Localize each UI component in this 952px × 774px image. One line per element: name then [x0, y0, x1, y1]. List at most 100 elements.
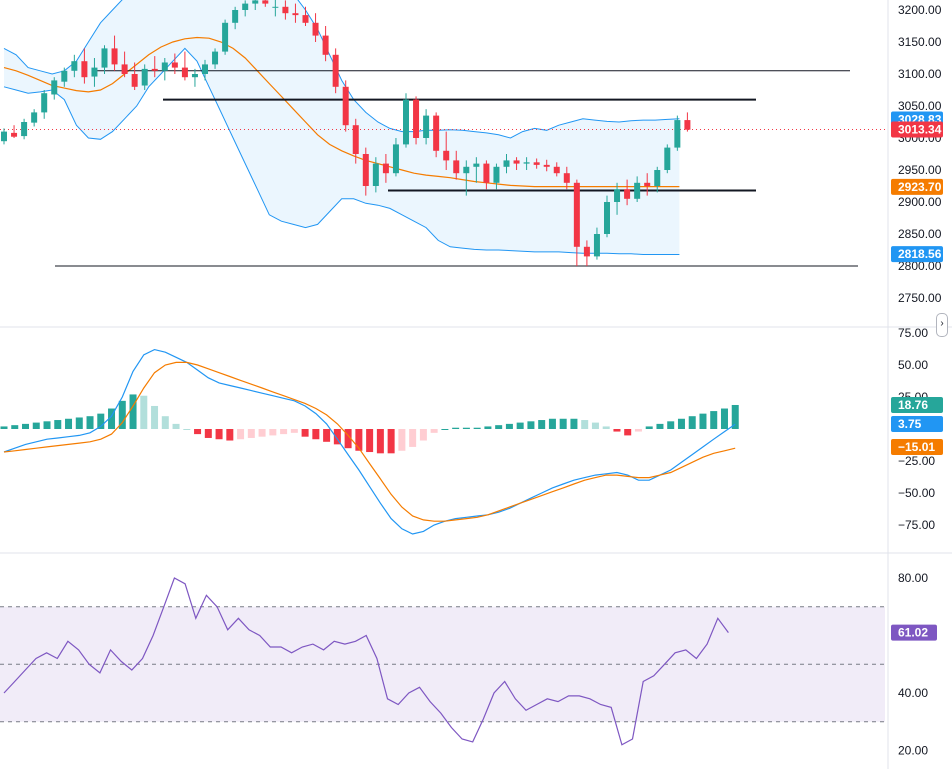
candle-body[interactable]: [644, 182, 651, 186]
macd-histogram-bar: [613, 429, 621, 432]
candle-body[interactable]: [453, 160, 460, 174]
candle-body[interactable]: [41, 93, 48, 113]
candle-body[interactable]: [443, 150, 450, 161]
rsi-panel[interactable]: [0, 577, 885, 746]
candle-body[interactable]: [181, 67, 188, 78]
candle-body[interactable]: [493, 166, 500, 183]
candle-body[interactable]: [573, 182, 580, 247]
macd-panel[interactable]: [0, 348, 885, 535]
candle-body[interactable]: [1, 131, 7, 142]
macd-badge: [891, 439, 943, 455]
candle-body[interactable]: [31, 112, 38, 123]
candle-body[interactable]: [242, 3, 249, 10]
candle-body[interactable]: [161, 62, 168, 71]
candle-body[interactable]: [654, 170, 661, 186]
candle-body[interactable]: [563, 173, 570, 183]
macd-histogram-bar: [140, 395, 148, 429]
macd-histogram-bar: [645, 426, 653, 429]
candle-body[interactable]: [392, 144, 399, 174]
candle-body[interactable]: [624, 189, 631, 199]
candle-body[interactable]: [131, 74, 138, 87]
candle-body[interactable]: [614, 189, 621, 202]
macd-histogram-bar: [366, 429, 374, 453]
candle-body[interactable]: [433, 115, 440, 151]
macd-histogram-bar: [731, 404, 739, 429]
candle-body[interactable]: [81, 61, 88, 78]
candle-body[interactable]: [121, 64, 128, 74]
candle-body[interactable]: [413, 99, 420, 138]
candle-body[interactable]: [664, 147, 671, 170]
candle-body[interactable]: [483, 163, 490, 183]
macd-histogram-bar: [720, 408, 728, 429]
macd-histogram-bar: [387, 429, 395, 454]
candle-body[interactable]: [583, 246, 590, 257]
candle-body[interactable]: [51, 80, 58, 95]
candle-body[interactable]: [503, 160, 510, 167]
candle-body[interactable]: [382, 163, 389, 174]
candle-body[interactable]: [634, 182, 641, 199]
candle-body[interactable]: [91, 67, 98, 77]
candle-body[interactable]: [11, 132, 18, 137]
candle-body[interactable]: [292, 13, 299, 16]
price-tick-label: 2850.00: [898, 227, 942, 241]
candle-body[interactable]: [423, 115, 430, 138]
candle-body[interactable]: [403, 99, 409, 145]
macd-histogram-bar: [22, 423, 30, 429]
macd-histogram-bar: [247, 429, 255, 438]
candle-body[interactable]: [332, 54, 339, 87]
macd-histogram-bar: [409, 429, 417, 447]
candle-body[interactable]: [553, 166, 560, 174]
candle-body[interactable]: [282, 6, 289, 14]
macd-histogram-bar: [677, 418, 685, 429]
macd-histogram-bar: [699, 413, 707, 429]
price-axis[interactable]: 3200.003150.003100.003050.003000.002950.…: [891, 3, 943, 758]
candle-body[interactable]: [262, 0, 269, 4]
candle-body[interactable]: [312, 22, 319, 36]
candle-body[interactable]: [322, 35, 329, 55]
macd-histogram-bar: [172, 423, 180, 429]
macd-histogram-bar: [495, 425, 503, 429]
candle-body[interactable]: [21, 122, 28, 137]
candle-body[interactable]: [533, 162, 540, 165]
candle-body[interactable]: [523, 162, 530, 164]
macd-histogram-bar: [591, 422, 599, 429]
candle-body[interactable]: [543, 164, 550, 167]
candle-body[interactable]: [674, 120, 681, 148]
candle-body[interactable]: [513, 160, 520, 164]
candle-body[interactable]: [342, 86, 349, 126]
candle-body[interactable]: [202, 64, 208, 74]
candle-body[interactable]: [684, 120, 691, 130]
candle-body[interactable]: [212, 51, 219, 65]
candle-body[interactable]: [151, 68, 158, 71]
candle-body[interactable]: [101, 48, 108, 68]
macd-histogram-bar: [32, 422, 40, 429]
candle-body[interactable]: [362, 154, 369, 186]
macd-histogram-bar: [344, 429, 352, 449]
candle-body[interactable]: [222, 22, 229, 52]
macd-histogram-bar: [301, 429, 309, 437]
candle-body[interactable]: [272, 6, 279, 8]
candle-body[interactable]: [463, 166, 470, 174]
candle-body[interactable]: [252, 0, 259, 4]
candle-body[interactable]: [71, 61, 78, 71]
candle-body[interactable]: [372, 163, 379, 186]
candle-body[interactable]: [473, 163, 480, 167]
price-panel[interactable]: [0, 0, 888, 267]
candle-body[interactable]: [61, 70, 68, 82]
macd-histogram-bar: [538, 420, 546, 429]
rsi-tick-label: 20.00: [898, 744, 928, 758]
candle-body[interactable]: [141, 68, 148, 86]
candle-body[interactable]: [352, 125, 359, 154]
candle-body[interactable]: [232, 10, 239, 23]
candle-body[interactable]: [111, 48, 118, 65]
macd-histogram-bar: [570, 418, 578, 429]
candle-body[interactable]: [302, 15, 309, 23]
candle-body[interactable]: [191, 74, 198, 78]
candle-body[interactable]: [593, 234, 600, 257]
macd-histogram-bar: [516, 422, 524, 429]
collapse-panel-button[interactable]: ›: [936, 313, 948, 337]
candle-body[interactable]: [604, 202, 610, 234]
candle-body[interactable]: [171, 62, 178, 68]
